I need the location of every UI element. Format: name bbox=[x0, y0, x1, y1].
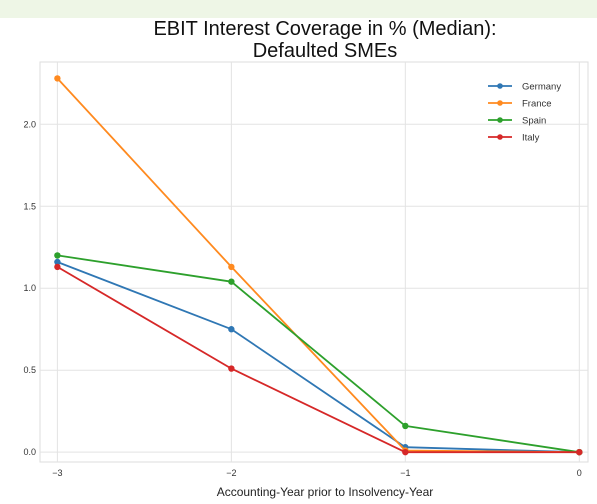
y-tick-label: 1.0 bbox=[23, 283, 36, 293]
data-point-germany bbox=[54, 258, 61, 266]
data-point-italy bbox=[228, 365, 235, 372]
top-band bbox=[0, 0, 597, 18]
data-point-spain bbox=[228, 278, 235, 285]
legend-label-spain: Spain bbox=[522, 116, 546, 127]
data-point-italy bbox=[54, 263, 61, 271]
series-line-italy bbox=[56, 266, 580, 454]
x-axis-label: Accounting-Year prior to Insolvency-Year bbox=[216, 485, 434, 499]
series-line-spain bbox=[57, 254, 580, 454]
y-tick-label: 1.5 bbox=[23, 201, 36, 211]
y-tick-label: 2.0 bbox=[23, 119, 36, 129]
data-point-spain bbox=[402, 422, 409, 430]
grid bbox=[40, 62, 588, 462]
legend-marker-italy bbox=[497, 134, 503, 140]
legend-marker-spain bbox=[497, 117, 503, 123]
legend-marker-germany bbox=[497, 83, 503, 89]
legend-label-italy: Italy bbox=[522, 133, 540, 144]
y-tick-labels: 0.0 0.5 1.0 1.5 2.0 bbox=[23, 119, 36, 457]
legend: Germany France Spain Italy bbox=[488, 82, 561, 144]
data-point-germany bbox=[228, 326, 235, 333]
data-point-spain bbox=[54, 252, 61, 259]
x-tick-label: −3 bbox=[52, 468, 62, 478]
y-tick-label: 0.0 bbox=[23, 447, 36, 457]
x-tick-label: 0 bbox=[577, 468, 582, 478]
legend-label-germany: Germany bbox=[522, 82, 561, 93]
data-point-italy bbox=[402, 448, 409, 456]
x-tick-label: −2 bbox=[226, 468, 236, 478]
x-tick-label: −1 bbox=[400, 468, 410, 478]
data-point-france bbox=[228, 263, 235, 271]
legend-marker-france bbox=[497, 100, 503, 106]
plot-area bbox=[39, 61, 589, 463]
data-point-italy bbox=[576, 448, 583, 456]
x-tick-labels: −3 −2 −1 0 bbox=[52, 468, 582, 478]
series-line-germany bbox=[57, 261, 580, 454]
legend-label-france: France bbox=[522, 99, 552, 110]
series-lines bbox=[54, 75, 583, 456]
data-point-france bbox=[54, 75, 61, 82]
y-tick-label: 0.5 bbox=[23, 365, 36, 375]
chart-title: EBIT Interest Coverage in % (Median): De… bbox=[153, 18, 497, 62]
